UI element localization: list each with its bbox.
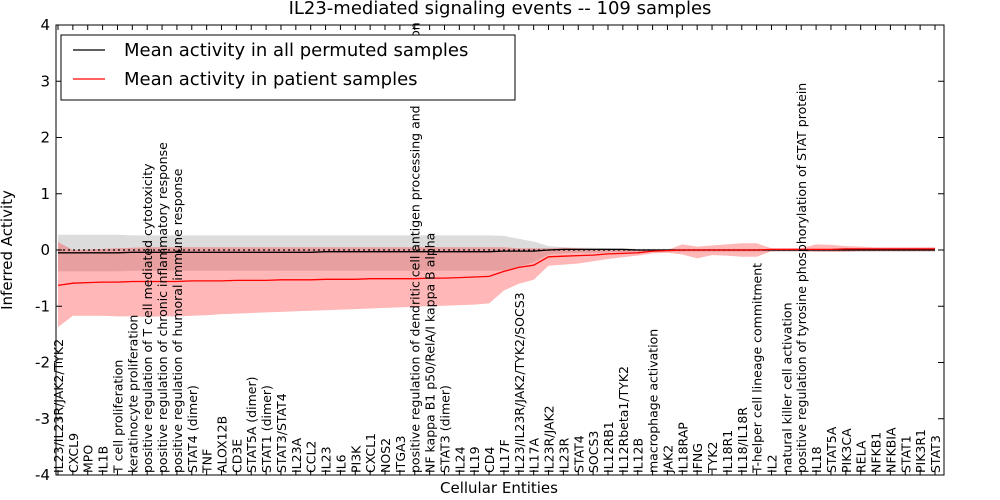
x-tick-label: IL23/IL23R/JAK2/TYK2	[51, 339, 66, 473]
x-tick-label: PIK3CA	[839, 428, 854, 473]
x-tick-label: TNF	[200, 449, 215, 474]
permuted-band	[58, 234, 935, 272]
x-tick-label: positive regulation of chronic inflammat…	[155, 142, 170, 473]
x-tick-label: PIK3R1	[913, 429, 928, 473]
patient-mean-line	[57, 248, 935, 287]
y-tick-label: 2	[40, 129, 50, 147]
x-tick-label: IL17A	[527, 437, 542, 473]
x-tick-label: ALOX12B	[215, 416, 230, 473]
x-tick-label: IL17F	[497, 439, 512, 473]
x-tick-label: T cell proliferation	[110, 360, 125, 474]
x-tick-label: RELA	[854, 440, 869, 473]
x-tick-label: IL18R1	[720, 430, 735, 473]
x-tick-label: STAT3	[928, 435, 943, 473]
x-tick-label: IL19	[467, 446, 482, 473]
x-tick-label: positive regulation of tyrosine phosphor…	[794, 83, 809, 473]
x-tick-label: IL1B	[96, 446, 111, 473]
y-axis: -4 -3 -2 -1 0 1 2 3 4	[35, 16, 944, 484]
x-tick-label: ITGA3	[393, 435, 408, 473]
x-tick-label: IFNG	[690, 443, 705, 473]
x-tick-label: IL12RB1	[601, 421, 616, 473]
x-tick-label: IL23A	[289, 437, 304, 473]
x-tick-label: IL18/IL18R	[735, 407, 750, 473]
x-tick-label: STAT4 (dimer)	[185, 385, 200, 473]
x-tick-label: STAT3 (dimer)	[437, 385, 452, 473]
y-tick-label: 3	[40, 72, 50, 90]
legend-label-patient: Mean activity in patient samples	[124, 69, 418, 90]
y-tick-label: 0	[40, 241, 50, 259]
x-axis: IL23/IL23R/JAK2/TYK2 CXCL9 MPO IL1B T cell p…	[51, 22, 943, 475]
x-tick-label: STAT3/STAT4	[274, 393, 289, 473]
x-tick-label: IL23/IL23R/JAK2/TYK2/SOCS3	[512, 292, 527, 473]
chart-title: IL23-mediated signaling events -- 109 sa…	[289, 0, 712, 19]
x-tick-label: NF kappa B1 p50/RelA/I kappa B alpha	[423, 233, 438, 473]
x-tick-label: macrophage activation	[646, 329, 661, 473]
x-tick-label: JAK2	[660, 445, 675, 474]
y-tick-label: -4	[35, 466, 50, 484]
legend: Mean activity in all permuted samples Me…	[60, 34, 516, 101]
x-tick-label: IL12B	[631, 438, 646, 473]
legend-label-permuted: Mean activity in all permuted samples	[124, 40, 468, 61]
x-tick-label: IL23R/JAK2	[542, 405, 557, 473]
x-tick-label: STAT1	[898, 435, 913, 473]
x-tick-label: IL18	[809, 446, 824, 473]
x-tick-label: CXCL1	[363, 433, 378, 473]
x-tick-label: positive regulation of dendritic cell an…	[408, 22, 423, 473]
x-tick-label: positive regulation of humoral immune re…	[170, 168, 185, 473]
x-tick-label: PI3K	[348, 445, 363, 473]
bands-layer	[58, 234, 935, 328]
x-tick-label: natural killer cell activation	[779, 302, 794, 473]
x-tick-label: STAT1 (dimer)	[259, 385, 274, 473]
x-tick-label: IL12Rbeta1/TYK2	[616, 366, 631, 473]
x-tick-label: CD3E	[229, 439, 244, 473]
x-tick-label: CD4	[482, 447, 497, 473]
x-tick-label: keratinocyte proliferation	[125, 315, 140, 473]
y-axis-label: Inferred Activity	[0, 190, 16, 310]
y-tick-label: 4	[40, 16, 50, 34]
x-tick-label: IL6	[333, 454, 348, 473]
x-tick-label: positive regulation of T cell mediated c…	[140, 163, 155, 473]
x-tick-label: IL23	[319, 446, 334, 473]
lines-layer	[57, 248, 935, 287]
y-tick-label: -3	[35, 410, 50, 428]
x-tick-label: IL2	[764, 454, 779, 473]
x-tick-label: TYK2	[705, 442, 720, 474]
x-tick-label: IL18RAP	[675, 422, 690, 473]
patient-band	[58, 242, 935, 328]
y-tick-label: 1	[40, 185, 50, 203]
x-tick-label: NOS2	[378, 438, 393, 473]
x-tick-label: NFKBIA	[883, 427, 898, 473]
legend-box	[60, 34, 516, 101]
x-tick-label: STAT5A (dimer)	[244, 377, 259, 473]
x-tick-label: CXCL9	[66, 433, 81, 473]
x-tick-label: NFKB1	[869, 432, 884, 473]
x-tick-label: CCL2	[304, 441, 319, 473]
x-tick-label: STAT4	[571, 435, 586, 473]
y-tick-label: -2	[35, 354, 50, 372]
x-tick-label: IL24	[452, 446, 467, 473]
x-axis-label: Cellular Entities	[440, 479, 558, 497]
x-tick-label: MPO	[81, 445, 96, 473]
x-tick-label: T-helper cell lineage commitment	[750, 263, 765, 474]
x-tick-label: SOCS3	[586, 431, 601, 473]
x-tick-label: IL23R	[556, 437, 571, 473]
y-tick-label: -1	[35, 297, 50, 315]
x-tick-label: STAT5A	[824, 426, 839, 473]
